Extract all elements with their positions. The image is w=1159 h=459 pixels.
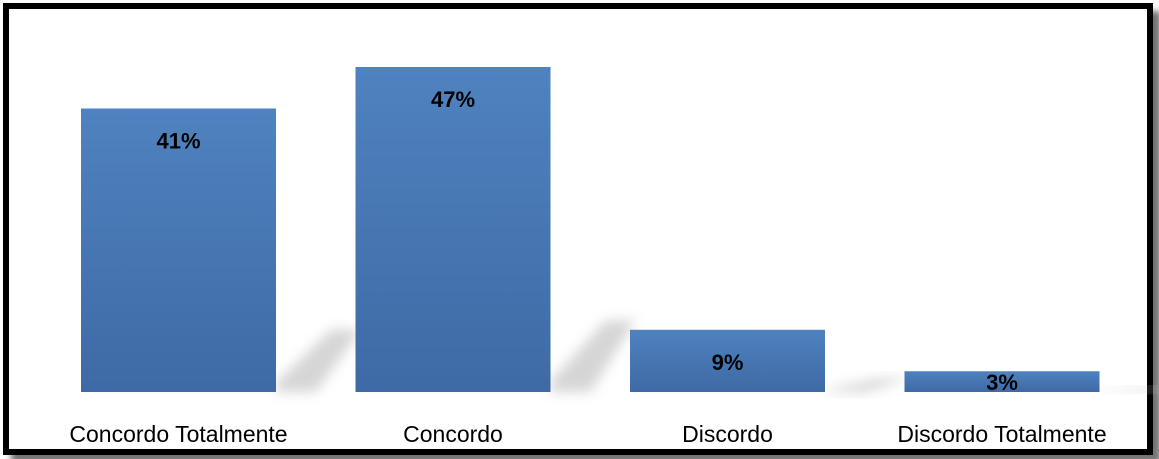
- bar-concordo-totalmente: [81, 108, 276, 392]
- category-label: Concordo: [403, 421, 503, 447]
- bar-shadow: [825, 378, 910, 392]
- category-labels: Concordo Totalmente Concordo Discordo Disco…: [69, 421, 1106, 447]
- bar-discordo-totalmente: [904, 371, 1100, 392]
- category-label: Discordo: [682, 421, 773, 447]
- value-label: 41%: [156, 128, 200, 153]
- bar-shadow: [1099, 387, 1159, 392]
- value-label: 9%: [712, 350, 744, 375]
- bar-shadows: [276, 320, 1159, 392]
- value-label: 47%: [431, 87, 475, 112]
- category-label: Discordo Totalmente: [897, 421, 1106, 447]
- bar-discordo: [630, 329, 825, 392]
- bar-concordo: [355, 67, 551, 392]
- bars: [81, 67, 1100, 392]
- value-label: 3%: [986, 370, 1018, 395]
- bar-shadow: [276, 329, 361, 392]
- value-labels: 41% 47% 9% 3%: [156, 87, 1017, 395]
- bar-shadow: [550, 320, 636, 392]
- category-label: Concordo Totalmente: [69, 421, 287, 447]
